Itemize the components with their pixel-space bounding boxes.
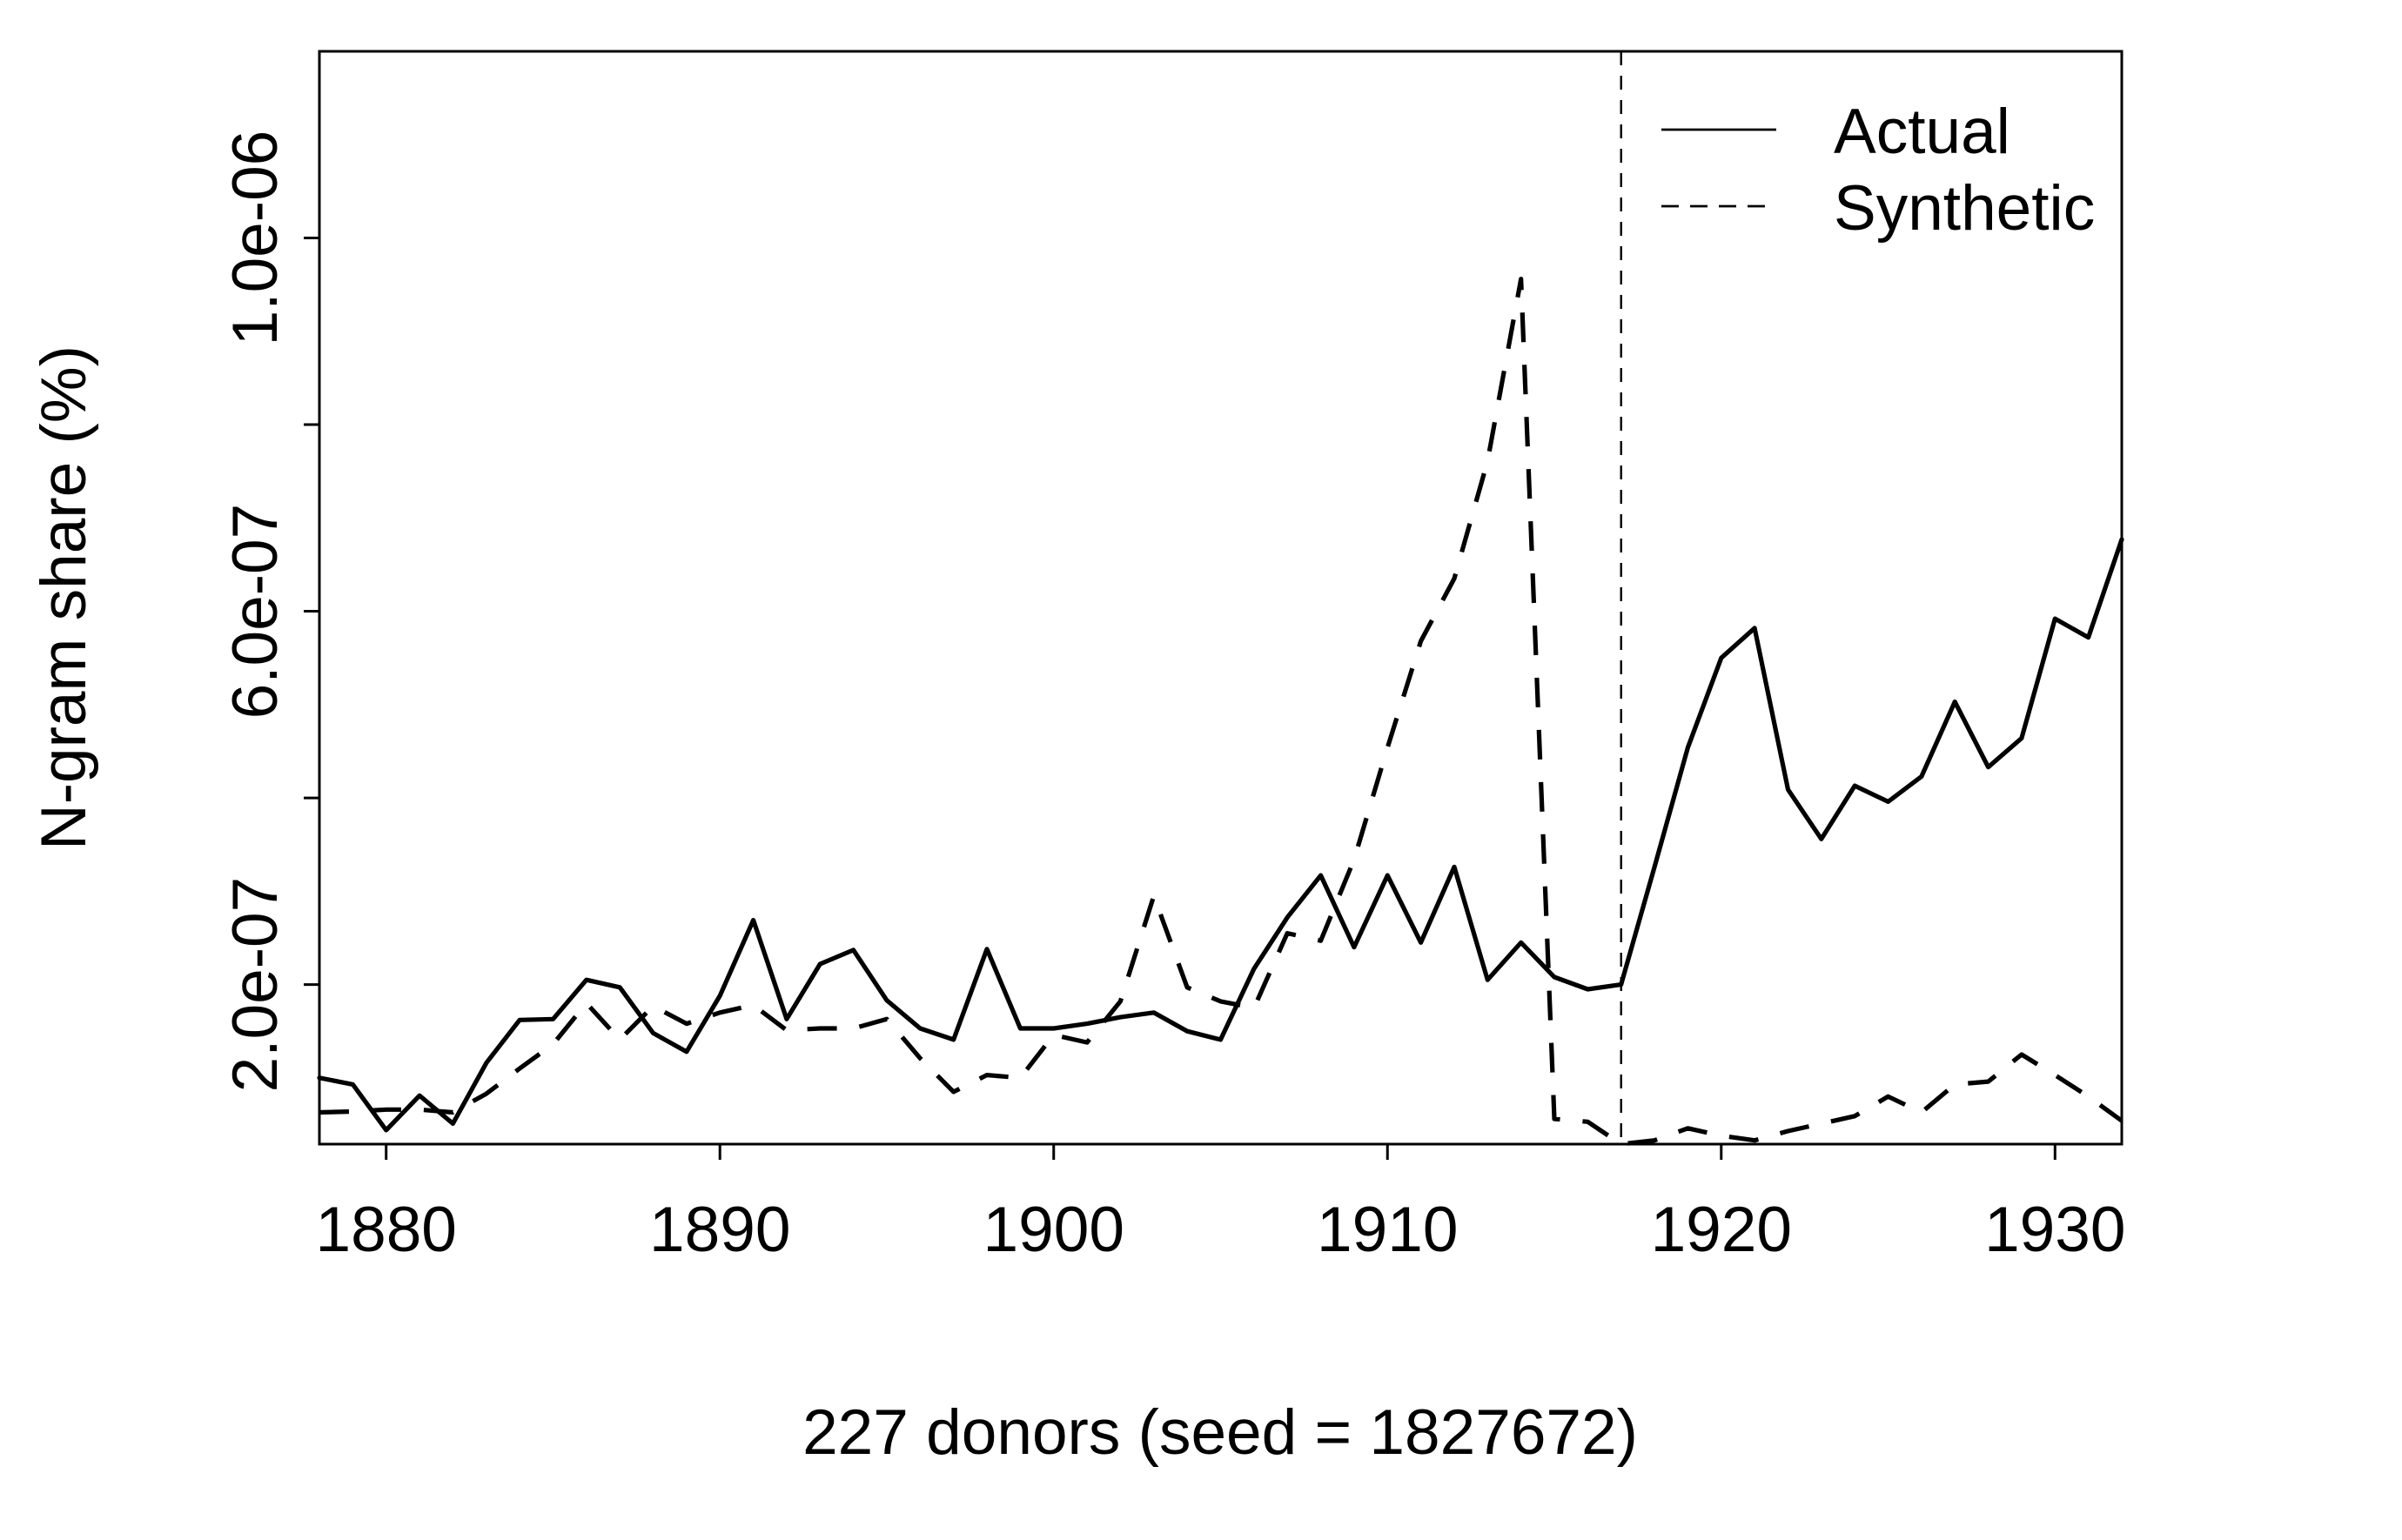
x-axis-label: 227 donors (seed = 1827672) bbox=[802, 1397, 1638, 1468]
plot-frame bbox=[318, 50, 2124, 1146]
legend-label-actual: Actual bbox=[1834, 97, 2010, 167]
x-tick-label: 1910 bbox=[1317, 1195, 1458, 1265]
axes: 1880 1890 1900 1910 1920 1930 2.0e-07 6.0e-07 1.… bbox=[220, 50, 2125, 1265]
y-axis-label: N-gram share (%) bbox=[29, 345, 99, 850]
plot-marks bbox=[317, 51, 2124, 1147]
x-tick-label: 1920 bbox=[1651, 1195, 1792, 1265]
y-tick-label: 2.0e-07 bbox=[220, 877, 291, 1093]
y-tick-label: 6.0e-07 bbox=[220, 504, 291, 720]
legend-label-synthetic: Synthetic bbox=[1834, 173, 2095, 244]
x-tick-label: 1880 bbox=[316, 1195, 457, 1265]
x-tick-label: 1900 bbox=[983, 1195, 1124, 1265]
series-line-actual bbox=[317, 537, 2124, 1133]
y-tick-label: 1.0e-06 bbox=[220, 131, 291, 346]
series-line-synthetic bbox=[319, 277, 2124, 1147]
x-tick-label: 1890 bbox=[649, 1195, 790, 1265]
x-tick-label: 1930 bbox=[1984, 1195, 2125, 1265]
